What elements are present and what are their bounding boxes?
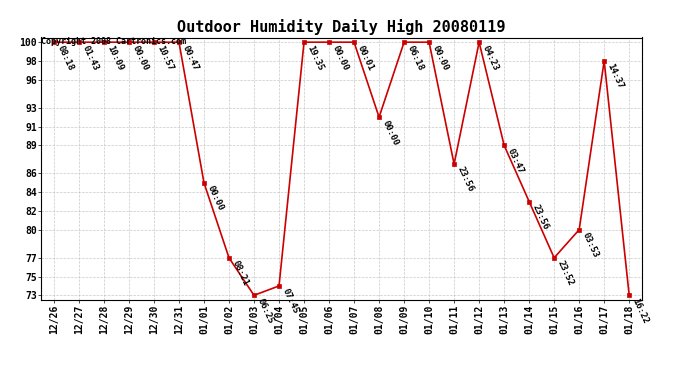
Text: 06:25: 06:25 xyxy=(255,297,275,325)
Text: 00:01: 00:01 xyxy=(355,44,375,72)
Text: 08:18: 08:18 xyxy=(55,44,75,72)
Text: 10:57: 10:57 xyxy=(155,44,175,72)
Text: 23:52: 23:52 xyxy=(555,259,575,287)
Text: 00:00: 00:00 xyxy=(380,118,400,147)
Text: 03:53: 03:53 xyxy=(580,231,600,259)
Text: 00:47: 00:47 xyxy=(180,44,200,72)
Text: 16:22: 16:22 xyxy=(631,297,650,325)
Text: 06:18: 06:18 xyxy=(406,44,425,72)
Text: 00:00: 00:00 xyxy=(431,44,450,72)
Text: 08:21: 08:21 xyxy=(230,259,250,287)
Text: 23:56: 23:56 xyxy=(455,165,475,194)
Text: 23:56: 23:56 xyxy=(531,203,550,231)
Text: 00:00: 00:00 xyxy=(206,184,225,212)
Text: 01:43: 01:43 xyxy=(80,44,100,72)
Title: Outdoor Humidity Daily High 20080119: Outdoor Humidity Daily High 20080119 xyxy=(177,19,506,35)
Text: 19:35: 19:35 xyxy=(306,44,325,72)
Text: 14:37: 14:37 xyxy=(606,62,625,90)
Text: 10:09: 10:09 xyxy=(106,44,125,72)
Text: 00:00: 00:00 xyxy=(331,44,350,72)
Text: Copyright 2008 Cartronics.com: Copyright 2008 Cartronics.com xyxy=(41,38,186,46)
Text: 04:23: 04:23 xyxy=(480,44,500,72)
Text: 00:00: 00:00 xyxy=(130,44,150,72)
Text: 07:45: 07:45 xyxy=(280,287,300,315)
Text: 03:47: 03:47 xyxy=(506,147,525,175)
